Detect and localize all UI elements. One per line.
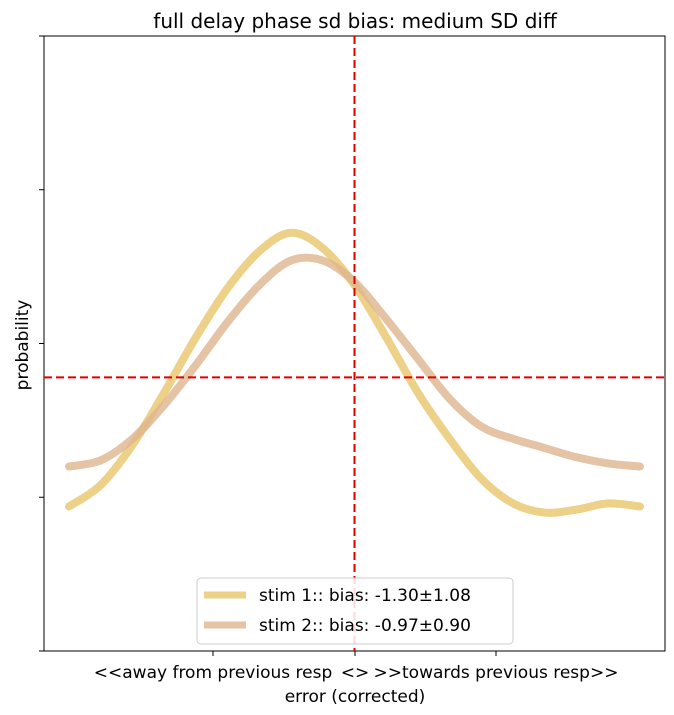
x-axis-ticks bbox=[212, 651, 497, 656]
y-axis-label: probability bbox=[13, 300, 33, 391]
legend-box bbox=[196, 577, 514, 645]
y-axis-ticks bbox=[39, 35, 44, 652]
legend-label-stim-2: stim 2:: bias: -0.97±0.90 bbox=[259, 616, 471, 636]
x-tick-label-center: <> bbox=[341, 663, 370, 683]
legend-label-stim-1: stim 1:: bias: -1.30±1.08 bbox=[259, 586, 471, 606]
legend: stim 1:: bias: -1.30±1.08 stim 2:: bias:… bbox=[196, 577, 514, 645]
x-tick-label-towards: >>towards previous resp>> bbox=[374, 663, 619, 683]
chart-title: full delay phase sd bias: medium SD diff bbox=[153, 9, 558, 33]
x-tick-label-away: <<away from previous resp bbox=[94, 663, 332, 683]
x-axis-label: error (corrected) bbox=[285, 687, 426, 707]
